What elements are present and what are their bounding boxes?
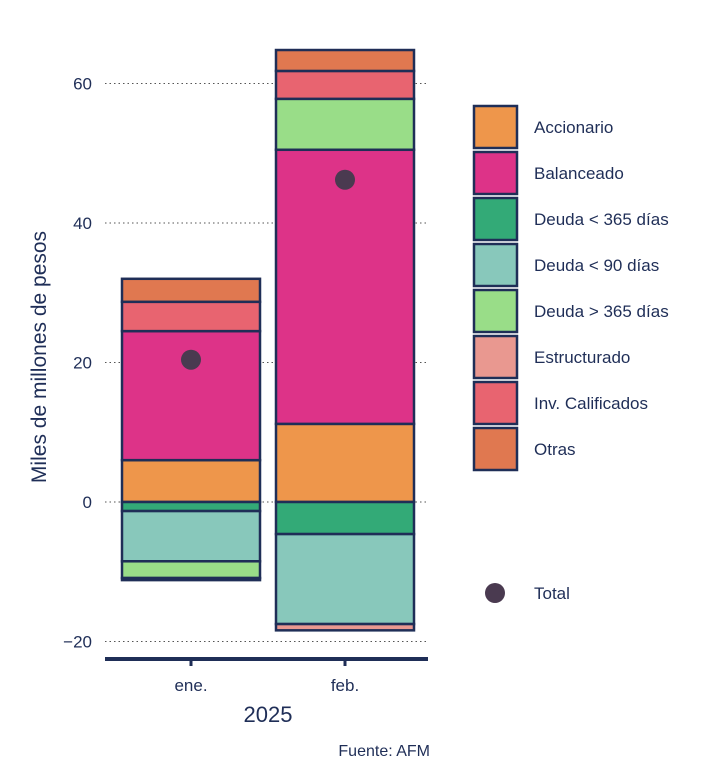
y-axis: 60 40 20 0 −20 [63,75,92,652]
source-note: Fuente: AFM [338,743,430,760]
x-axis: ene. feb. [105,657,428,695]
bar-segment [120,458,262,504]
legend-swatch [472,426,519,472]
bar-segment [274,48,416,73]
legend: Accionario Balanceado Deuda < 365 días Deud… [472,104,669,603]
bar-segment [120,277,262,304]
bar-segment [120,509,262,563]
bar-segment [120,300,262,333]
legend-label: Estructurado [534,348,630,367]
bar-segment [274,69,416,101]
legend-marker-total [485,583,505,603]
total-point [181,349,201,370]
y-tick-label: 20 [73,354,92,373]
legend-swatch [472,104,519,150]
x-tick-label: feb. [331,676,359,695]
total-point [335,169,355,190]
legend-label: Otras [534,440,576,459]
legend-swatch [472,288,519,334]
bar-segment [120,560,262,580]
bar-segment [120,500,262,513]
x-tick-label: ene. [174,676,207,695]
bar-segment [120,576,262,582]
legend-swatch [472,380,519,426]
bar-segment [274,500,416,536]
legend-swatch [472,334,519,380]
y-tick-label: 40 [73,214,92,233]
y-axis-label: Miles de millones de pesos [28,231,51,483]
legend-label: Deuda > 365 días [534,302,669,321]
legend-label: Accionario [534,118,613,137]
legend-swatch [472,242,519,288]
legend-swatch [472,150,519,196]
bar-segment [274,97,416,152]
y-tick-label: −20 [63,633,92,652]
bar-segment [274,422,416,504]
bar-segment [274,622,416,632]
legend-label: Total [534,584,570,603]
bar-segment [274,148,416,426]
total-markers [181,169,355,370]
legend-label: Balanceado [534,164,624,183]
x-group-label: 2025 [244,702,293,727]
y-tick-label: 60 [73,75,92,94]
legend-label: Deuda < 365 días [534,210,669,229]
y-tick-label: 0 [83,493,92,512]
legend-label: Deuda < 90 días [534,256,659,275]
bars [120,48,416,632]
bar-segment [274,532,416,626]
legend-swatch [472,196,519,242]
legend-label: Inv. Calificados [534,394,648,413]
